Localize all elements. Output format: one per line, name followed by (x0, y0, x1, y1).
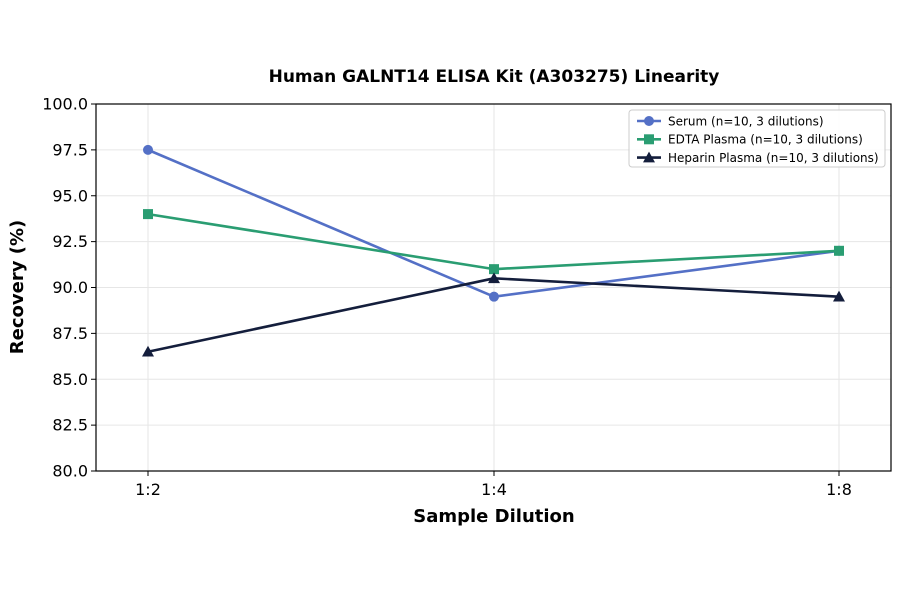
y-axis: 80.0 82.5 85.0 87.5 90.0 92.5 95.0 97.5 100.0 (42, 95, 96, 481)
data-point (488, 272, 500, 284)
x-axis: 1:2 1:4 1:8 (135, 471, 852, 499)
legend-item: Heparin Plasma (n=10, 3 dilutions) (637, 151, 879, 165)
legend-item: EDTA Plasma (n=10, 3 dilutions) (637, 133, 863, 147)
y-tick-label: 80.0 (52, 462, 88, 481)
series-1 (143, 209, 844, 275)
y-tick-label: 97.5 (52, 140, 88, 159)
y-tick-label: 100.0 (42, 95, 88, 114)
legend-label: EDTA Plasma (n=10, 3 dilutions) (668, 133, 863, 147)
x-tick-label: 1:4 (481, 480, 507, 499)
y-tick-label: 82.5 (52, 416, 88, 435)
chart-title: Human GALNT14 ELISA Kit (A303275) Linear… (269, 67, 720, 87)
data-point (143, 144, 153, 155)
data-point (833, 290, 845, 302)
data-point (143, 209, 153, 220)
x-tick-label: 1:8 (826, 480, 852, 499)
legend-item: Serum (n=10, 3 dilutions) (637, 114, 824, 128)
data-point (489, 291, 499, 302)
x-tick-label: 1:2 (135, 480, 161, 499)
x-axis-label: Sample Dilution (413, 506, 574, 527)
y-axis-label: Recovery (%) (7, 220, 28, 354)
y-tick-label: 92.5 (52, 232, 88, 251)
data-point (489, 264, 499, 275)
series-2 (142, 272, 845, 357)
legend-label: Heparin Plasma (n=10, 3 dilutions) (668, 151, 879, 165)
legend-box (628, 109, 886, 168)
legend-marker (644, 134, 654, 145)
series-layer (142, 144, 845, 357)
legend-marker (643, 151, 655, 163)
y-tick-label: 85.0 (52, 370, 88, 389)
y-tick-label: 87.5 (52, 324, 88, 343)
legend-label: Serum (n=10, 3 dilutions) (668, 114, 824, 128)
legend: Serum (n=10, 3 dilutions) EDTA Plasma (n=… (628, 109, 886, 168)
data-point (142, 345, 154, 357)
y-tick-label: 90.0 (52, 278, 88, 297)
y-tick-label: 95.0 (52, 186, 88, 205)
legend-marker (644, 116, 654, 126)
data-point (834, 245, 844, 256)
